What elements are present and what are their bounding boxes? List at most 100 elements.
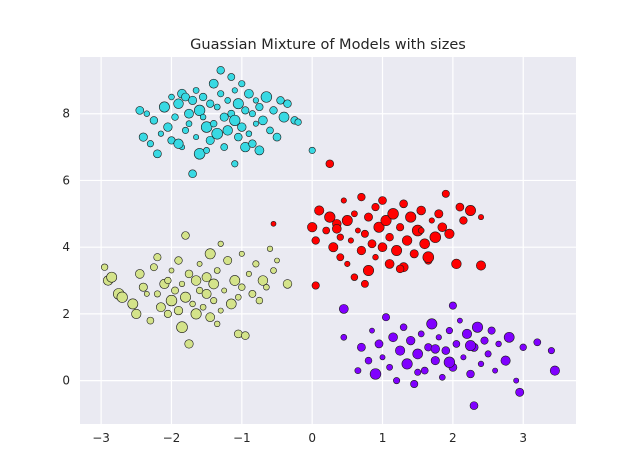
- data-point: [221, 287, 228, 294]
- data-point: [455, 202, 465, 212]
- data-point: [428, 217, 435, 224]
- data-point: [460, 354, 467, 361]
- data-point: [198, 92, 208, 102]
- data-point: [478, 214, 484, 221]
- data-point: [429, 231, 442, 243]
- data-point: [258, 115, 268, 126]
- data-point: [216, 66, 225, 75]
- data-point: [369, 327, 375, 334]
- y-tick-label: 8: [62, 107, 70, 121]
- data-point: [382, 313, 390, 322]
- data-point: [168, 267, 175, 274]
- data-point: [196, 286, 204, 295]
- data-point: [406, 336, 416, 346]
- data-point: [340, 197, 347, 204]
- data-point: [278, 111, 290, 123]
- data-point: [384, 259, 395, 269]
- data-point: [417, 330, 425, 338]
- data-point: [441, 346, 451, 355]
- x-tick-label: 0: [308, 431, 316, 445]
- data-point: [416, 205, 426, 216]
- data-point: [201, 272, 212, 283]
- data-point: [270, 267, 277, 274]
- data-point: [229, 275, 241, 286]
- data-point: [252, 97, 259, 104]
- data-point: [171, 286, 179, 295]
- data-point: [184, 108, 194, 119]
- data-point: [223, 256, 233, 265]
- data-point: [214, 320, 221, 328]
- data-point: [272, 132, 282, 142]
- data-point: [199, 303, 207, 311]
- data-point: [332, 224, 342, 234]
- data-point: [206, 99, 215, 108]
- data-point: [231, 160, 239, 168]
- data-point: [180, 291, 191, 303]
- data-point: [437, 222, 448, 232]
- data-point: [391, 245, 403, 256]
- data-point: [244, 88, 254, 99]
- data-point: [135, 106, 145, 115]
- x-tick-label: −3: [92, 431, 110, 445]
- data-point: [222, 125, 233, 136]
- data-point: [476, 260, 486, 271]
- data-point: [238, 80, 246, 88]
- data-point: [480, 336, 489, 345]
- data-point: [492, 367, 498, 374]
- x-tick-label: 3: [519, 431, 527, 445]
- data-point: [399, 323, 408, 331]
- data-point: [443, 356, 456, 368]
- data-point: [420, 366, 429, 375]
- data-point: [373, 221, 385, 233]
- data-point: [138, 282, 148, 292]
- data-point: [282, 279, 293, 289]
- plot-area: [80, 57, 576, 424]
- data-point: [336, 253, 345, 262]
- data-point: [519, 343, 527, 351]
- data-point: [344, 260, 351, 267]
- chart-title: Guassian Mixture of Models with sizes: [190, 37, 466, 53]
- data-point: [178, 280, 186, 287]
- data-point: [204, 248, 216, 260]
- data-point: [362, 264, 375, 277]
- data-point: [441, 189, 450, 198]
- data-point: [153, 253, 162, 262]
- data-point: [224, 97, 231, 104]
- y-tick-label: 6: [62, 173, 70, 187]
- data-point: [374, 339, 384, 349]
- data-point: [336, 233, 344, 241]
- data-point: [217, 240, 224, 247]
- data-point: [513, 377, 520, 384]
- data-point: [457, 317, 463, 324]
- data-point: [163, 309, 172, 318]
- data-point: [401, 358, 413, 370]
- data-point: [445, 327, 453, 335]
- data-point: [234, 132, 243, 142]
- data-point: [168, 93, 175, 101]
- data-point: [266, 126, 274, 135]
- data-point: [263, 283, 270, 291]
- data-point: [252, 120, 259, 127]
- data-point: [372, 254, 379, 261]
- data-point: [203, 147, 210, 154]
- data-point: [269, 106, 278, 115]
- x-tick-label: −1: [233, 431, 251, 445]
- y-tick-label: 4: [62, 240, 70, 254]
- data-point: [229, 114, 241, 126]
- data-point: [484, 350, 492, 358]
- data-point: [430, 344, 440, 354]
- x-tick-label: −2: [163, 431, 181, 445]
- data-point: [217, 307, 224, 314]
- points: [100, 66, 560, 410]
- data-point: [500, 355, 511, 366]
- data-point: [380, 214, 392, 227]
- data-point: [173, 138, 184, 149]
- data-point: [165, 294, 178, 307]
- data-point: [412, 348, 423, 360]
- data-point: [205, 312, 215, 322]
- data-point: [135, 269, 145, 279]
- data-point: [205, 135, 215, 145]
- data-point: [138, 132, 148, 142]
- data-point: [533, 338, 542, 347]
